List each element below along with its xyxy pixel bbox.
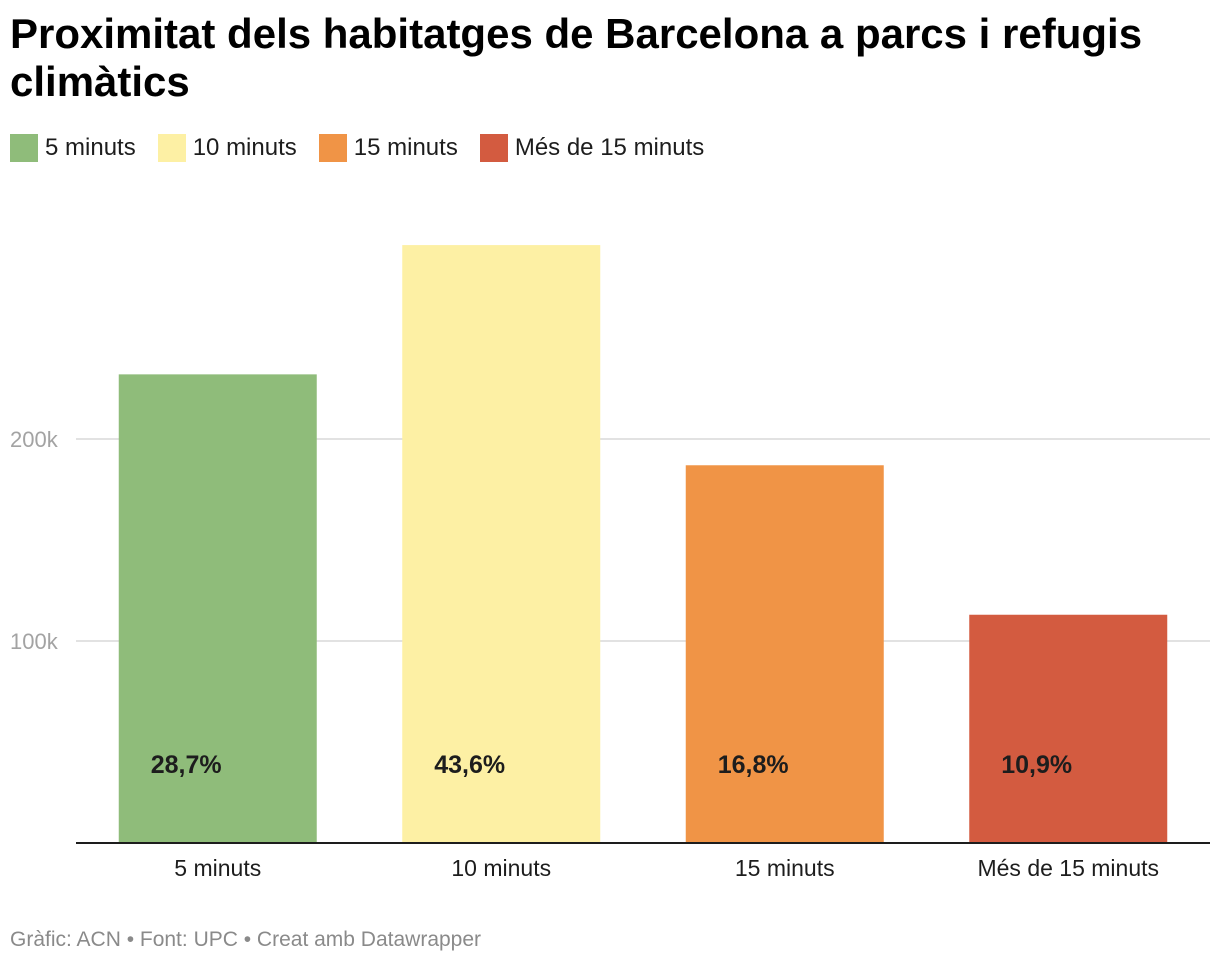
legend-swatch (10, 134, 38, 162)
bar (402, 245, 601, 843)
bar-data-label: 16,8% (718, 751, 789, 779)
bar-data-label: 28,7% (151, 751, 222, 779)
legend-swatch (157, 134, 186, 162)
legend-item-mes-de-15-minuts: Més de 15 minuts (479, 134, 705, 162)
legend-label: 10 minuts (192, 134, 297, 161)
chart-title: Proximitat dels habitatges de Barcelona … (10, 10, 1143, 105)
legend-item-5-minuts: 5 minuts (10, 134, 136, 162)
y-tick-label: 100k (10, 629, 59, 654)
legend: 5 minuts 10 minuts 15 minuts Més de 15 m… (10, 132, 726, 164)
bar (118, 374, 317, 843)
chart-footer: Gràfic: ACN • Font: UPC • Creat amb Data… (10, 928, 482, 951)
x-tick-label: 10 minuts (451, 855, 551, 881)
legend-item-15-minuts: 15 minuts (318, 134, 458, 162)
legend-item-10-minuts: 10 minuts (157, 134, 297, 162)
legend-label: Més de 15 minuts (514, 134, 705, 161)
x-tick-label: Més de 15 minuts (977, 855, 1159, 881)
x-tick-label: 5 minuts (174, 855, 261, 881)
bar-data-label: 43,6% (434, 751, 505, 779)
bar (685, 465, 884, 843)
bar (969, 614, 1168, 843)
y-tick-label: 200k (10, 427, 59, 452)
bar-data-label: 10,9% (1001, 751, 1072, 779)
x-tick-label: 15 minuts (735, 855, 835, 881)
legend-swatch (479, 134, 508, 162)
legend-swatch (318, 134, 347, 162)
legend-label: 15 minuts (353, 134, 458, 161)
legend-label: 5 minuts (45, 134, 136, 161)
